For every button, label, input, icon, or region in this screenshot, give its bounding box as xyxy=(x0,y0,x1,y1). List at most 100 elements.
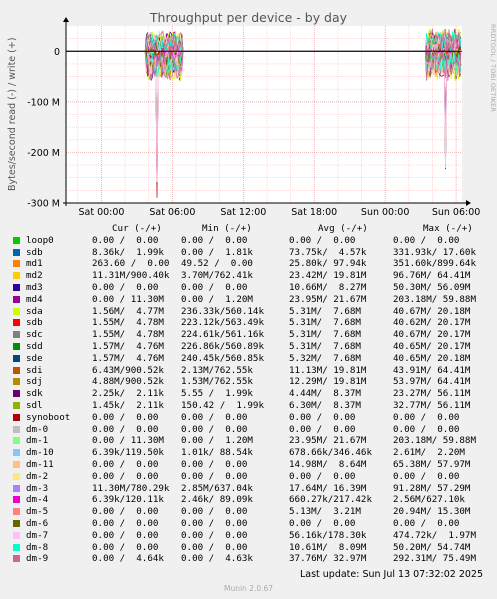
y-tick-label: -100 M xyxy=(27,97,60,108)
legend-cur-value: 0.00 / 0.00 xyxy=(92,506,159,518)
legend-series-name: sdb xyxy=(26,246,43,258)
legend-cur-value: 0.00 / 0.00 xyxy=(92,470,159,482)
legend-min-value: 0.00 / 0.00 xyxy=(181,529,248,541)
legend-max-value: 474.72k/ 1.97M xyxy=(393,529,476,541)
legend-series-name: sdj xyxy=(26,376,43,388)
legend-cur-value: 1.55M/ 4.78M xyxy=(92,329,164,341)
legend-swatch xyxy=(13,449,20,457)
legend-series-name: sdi xyxy=(26,364,43,376)
legend-row: dm-2 0.00 / 0.00 0.00 / 0.00 0.00 / 0.00 0.0… xyxy=(0,471,497,483)
legend-swatch xyxy=(13,307,20,315)
legend-max-value: 2.56M/627.10k xyxy=(393,494,465,506)
legend-max-value: 2.61M/ 2.20M xyxy=(393,447,465,459)
legend-avg-value: 17.64M/ 16.39M xyxy=(289,482,367,494)
legend-row: dm-7 0.00 / 0.00 0.00 / 0.00 56.16k/178.30k… xyxy=(0,530,497,542)
legend-avg-value: 4.44M/ 8.37M xyxy=(289,388,361,400)
legend-max-value: 203.18M/ 59.88M xyxy=(393,435,476,447)
legend-min-value: 236.33k/560.14k xyxy=(181,305,264,317)
x-tick-label: Sat 18:00 xyxy=(291,207,337,218)
legend-avg-value: 73.75k/ 4.57k xyxy=(289,246,367,258)
legend-series-name: sde xyxy=(26,352,43,364)
legend-min-value: 0.00 / 0.00 xyxy=(181,517,248,529)
legend-min-value: 2.46k/ 89.09k xyxy=(181,494,253,506)
legend-series-name: sdl xyxy=(26,399,43,411)
legend-row: sdb 8.36k/ 1.99k 0.00 / 1.81k 73.75k/ 4.57k… xyxy=(0,247,497,259)
legend-row: dm-3 11.30M/780.29k 2.85M/637.04k 17.64M/ 1… xyxy=(0,483,497,495)
legend-series-name: synoboot xyxy=(26,411,71,423)
munin-version: Munin 2.0.67 xyxy=(223,584,274,593)
legend-swatch xyxy=(13,366,20,374)
legend-series-name: dm-2 xyxy=(26,470,49,482)
legend-swatch xyxy=(13,260,20,268)
legend-avg-value: 11.13M/ 19.81M xyxy=(289,364,367,376)
legend-max-value: 0.00 / 0.00 xyxy=(393,517,460,529)
legend-series-name: md1 xyxy=(26,258,43,270)
legend-cur-value: 6.39k/119.50k xyxy=(92,447,164,459)
legend-min-value: 223.12k/563.49k xyxy=(181,317,264,329)
legend-max-value: 50.30M/ 56.09M xyxy=(393,281,471,293)
legend-avg-value: 12.29M/ 19.81M xyxy=(289,376,367,388)
legend-swatch xyxy=(13,331,20,339)
legend-avg-value: 0.00 / 0.00 xyxy=(289,470,356,482)
legend-swatch xyxy=(13,295,20,303)
legend-row: synoboot 0.00 / 0.00 0.00 / 0.00 0.00 / 0.0… xyxy=(0,412,497,424)
legend-series-name: sdc xyxy=(26,329,43,341)
legend-min-value: 0.00 / 1.20M xyxy=(181,293,253,305)
legend-swatch xyxy=(13,236,20,244)
legend-avg-value: 37.76M/ 32.97M xyxy=(289,553,367,565)
legend-cur-value: 263.60 / 0.00 xyxy=(92,258,170,270)
legend-cur-value: 8.36k/ 1.99k xyxy=(92,246,164,258)
y-axis-arrow xyxy=(63,17,69,22)
legend-row: md4 0.00 / 11.30M 0.00 / 1.20M 23.95M/ 21.6… xyxy=(0,294,497,306)
legend-series-name: dm-3 xyxy=(26,482,49,494)
legend-avg-value: 6.30M/ 8.37M xyxy=(289,399,361,411)
legend-cur-value: 0.00 / 0.00 xyxy=(92,517,159,529)
legend-min-value: 0.00 / 0.00 xyxy=(181,411,248,423)
legend-cur-value: 0.00 / 0.00 xyxy=(92,411,159,423)
legend-min-value: 2.85M/637.04k xyxy=(181,482,253,494)
legend-max-value: 65.38M/ 57.97M xyxy=(393,458,471,470)
x-tick-label: Sat 12:00 xyxy=(220,207,266,218)
legend-cur-value: 0.00 / 0.00 xyxy=(92,541,159,553)
legend-max-value: 40.65M/ 20.17M xyxy=(393,340,471,352)
x-tick-label: Sun 06:00 xyxy=(432,207,480,218)
legend-min-value: 3.70M/762.41k xyxy=(181,270,253,282)
legend-avg-value: 23.95M/ 21.67M xyxy=(289,435,367,447)
legend-series-name: dm-8 xyxy=(26,541,49,553)
legend-row: dm-4 6.39k/120.11k 2.46k/ 89.09k 660.27k/21… xyxy=(0,494,497,506)
legend-avg-value: 23.42M/ 19.81M xyxy=(289,270,367,282)
legend-cur-value: 0.00 / 4.64k xyxy=(92,553,164,565)
legend-row: md1 263.60 / 0.00 49.52 / 0.00 25.80k/ 97.9… xyxy=(0,258,497,270)
legend-avg-value: 0.00 / 0.00 xyxy=(289,234,356,246)
legend-min-value: 0.00 / 0.00 xyxy=(181,470,248,482)
legend-avg-value: 5.31M/ 7.68M xyxy=(289,329,361,341)
legend-row: dm-6 0.00 / 0.00 0.00 / 0.00 0.00 / 0.00 0.0… xyxy=(0,518,497,530)
legend-max-value: 32.77M/ 56.11M xyxy=(393,399,471,411)
legend-swatch xyxy=(13,401,20,409)
legend-cur-value: 6.43M/900.52k xyxy=(92,364,164,376)
legend-swatch xyxy=(13,484,20,492)
legend-max-value: 331.93k/ 17.60k xyxy=(393,246,476,258)
legend-cur-value: 0.00 / 0.00 xyxy=(92,529,159,541)
legend-min-value: 0.00 / 0.00 xyxy=(181,234,248,246)
legend-row: sdk 2.25k/ 2.11k 5.55 / 1.99k 4.44M/ 8.37M 2… xyxy=(0,388,497,400)
legend-max-value: 292.31M/ 75.49M xyxy=(393,553,476,565)
legend-col-max: Max (-/+) xyxy=(423,223,473,234)
legend-row: sdc 1.55M/ 4.78M 224.61k/561.16k 5.31M/ 7.6… xyxy=(0,329,497,341)
legend-avg-value: 0.00 / 0.00 xyxy=(289,411,356,423)
legend-swatch xyxy=(13,248,20,256)
legend-swatch xyxy=(13,508,20,516)
legend-swatch xyxy=(13,555,20,563)
legend-series-name: dm-10 xyxy=(26,447,54,459)
y-tick-label: 0 xyxy=(54,47,60,58)
legend-row: dm-1 0.00 / 11.30M 0.00 / 1.20M 23.95M/ 21.… xyxy=(0,435,497,447)
legend-row: dm-10 6.39k/119.50k 1.01k/ 88.54k 678.66k/3… xyxy=(0,447,497,459)
legend-min-value: 0.00 / 4.63k xyxy=(181,553,253,565)
legend-min-value: 150.42 / 1.99k xyxy=(181,399,264,411)
legend-row: loop0 0.00 / 0.00 0.00 / 0.00 0.00 / 0.00 0.… xyxy=(0,235,497,247)
legend-max-value: 20.94M/ 15.30M xyxy=(393,506,471,518)
legend-table: Cur (-/+) Min (-/+) Avg (-/+) Max (-/+) … xyxy=(0,223,497,565)
legend-min-value: 0.00 / 1.20M xyxy=(181,435,253,447)
legend-swatch xyxy=(13,472,20,480)
legend-row: sde 1.57M/ 4.76M 240.45k/560.85k 5.32M/ 7.6… xyxy=(0,353,497,365)
